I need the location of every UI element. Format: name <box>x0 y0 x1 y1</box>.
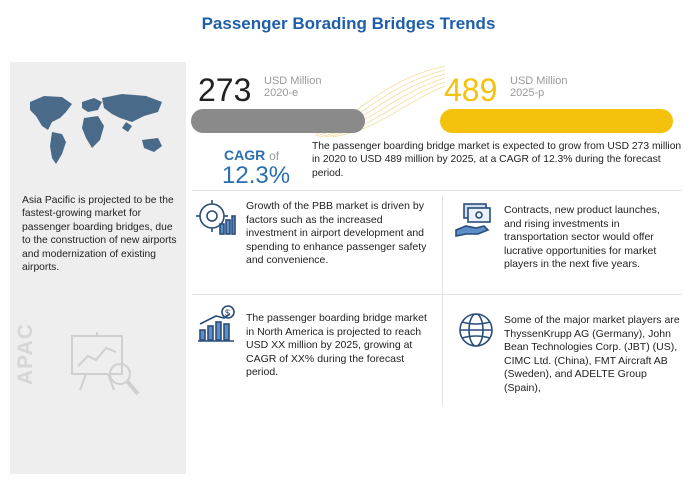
stat-2025-unit: USD Million 2025-p <box>510 75 568 99</box>
gear-chart-icon <box>196 200 236 235</box>
players-text: Some of the major market players are Thy… <box>504 314 680 394</box>
opportunities-text: Contracts, new product launches, and ris… <box>504 204 660 271</box>
bar-2020 <box>191 109 365 133</box>
divider-horizontal-2 <box>192 294 682 295</box>
cagr-label: CAGR of <box>224 147 280 163</box>
globe-people-icon <box>459 313 493 347</box>
world-map-icon <box>30 94 162 164</box>
stat-2025-value: 489 <box>444 72 498 108</box>
analysis-chart-icon <box>71 332 140 396</box>
drivers-text: Growth of the PBB market is driven by fa… <box>246 200 427 267</box>
stat-2020-value: 273 <box>198 72 252 108</box>
stat-2020: 273 USD Million 2020-e <box>198 72 321 108</box>
apac-label: APAC <box>14 323 37 385</box>
north-america-text: The passenger boarding bridge market in … <box>246 312 427 379</box>
growth-bars-icon: $ <box>198 305 235 342</box>
money-hand-icon <box>455 203 491 237</box>
stat-2020-unit: USD Million 2020-e <box>264 75 322 99</box>
market-text: The passenger boarding bridge market is … <box>312 141 682 179</box>
bar-2025 <box>440 109 673 133</box>
page-title: Passenger Borading Bridges Trends <box>201 14 496 33</box>
asia-pacific-text: Asia Pacific is projected to be the fast… <box>22 195 177 274</box>
cagr-value: 12.3% <box>222 162 291 189</box>
stat-2025: 489 USD Million 2025-p <box>444 72 567 108</box>
divider-horizontal-1 <box>192 190 682 191</box>
divider-vertical <box>442 196 443 406</box>
svg-text:$: $ <box>225 308 230 318</box>
